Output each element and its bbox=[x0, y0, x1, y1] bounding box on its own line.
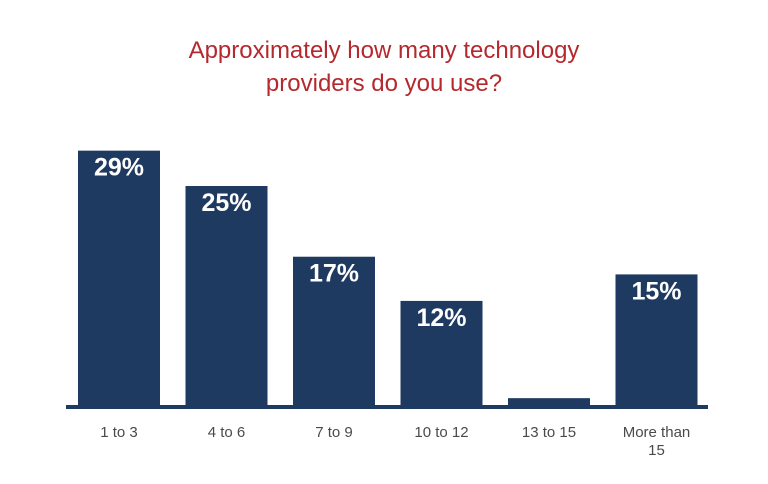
category-label-4: 10 to 12 bbox=[414, 424, 468, 441]
bar-value-label-4: 12% bbox=[416, 304, 466, 332]
bar-2 bbox=[185, 186, 268, 407]
bar-3 bbox=[293, 256, 375, 407]
chart-title-line-1: Approximately how many technology bbox=[188, 37, 580, 64]
bar-5 bbox=[508, 398, 590, 407]
bar-1 bbox=[78, 150, 160, 407]
category-label-3: 7 to 9 bbox=[315, 424, 353, 441]
category-label-1: 1 to 3 bbox=[100, 424, 138, 441]
bar-6 bbox=[615, 274, 698, 407]
bar-value-label-6: 15% bbox=[631, 277, 681, 305]
category-label-5: 13 to 15 bbox=[522, 424, 576, 441]
chart-title: Approximately how many technology provid… bbox=[0, 34, 768, 100]
category-label-6: More than 15 bbox=[623, 424, 691, 459]
chart-title-line-2: providers do you use? bbox=[265, 70, 503, 97]
bar-value-label-1: 29% bbox=[94, 154, 144, 182]
bar-value-label-3: 17% bbox=[309, 260, 359, 288]
category-label-2: 4 to 6 bbox=[208, 424, 246, 441]
bar-value-label-2: 25% bbox=[201, 189, 251, 217]
bar-4 bbox=[400, 300, 483, 407]
